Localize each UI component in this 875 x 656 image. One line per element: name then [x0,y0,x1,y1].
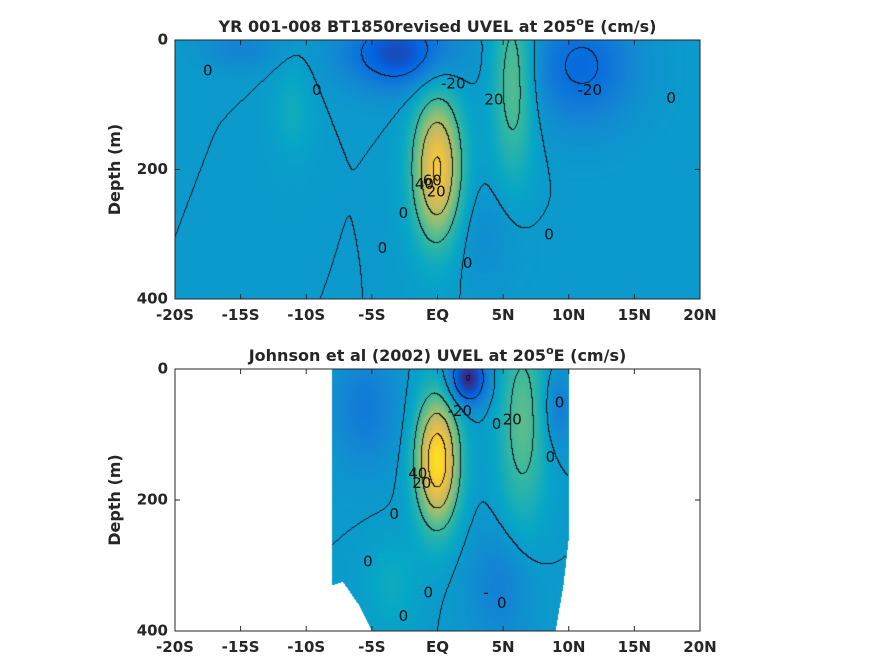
x-tick-label: 5N [492,306,515,324]
x-tick-label: EQ [426,306,449,324]
contour-label: 0 [203,62,213,80]
chart-title: Johnson et al (2002) UVEL at 205oE (cm/s… [248,344,627,365]
contour-label: 0 [492,415,502,433]
x-tick-label: 20N [683,306,716,324]
x-tick-label: 10N [552,638,585,656]
x-tick-label: -5S [358,638,385,656]
y-tick-label: 400 [137,622,168,640]
x-tick-label: -5S [358,306,385,324]
contour-label: -20 [441,75,466,93]
contour-label: - [483,584,488,602]
x-tick-label: -10S [287,306,325,324]
contour-label: 20 [427,183,446,201]
contour-label: -20 [578,81,603,99]
y-tick-label: 200 [137,491,168,509]
contour-label: -20 [448,402,473,420]
contour-label: 20 [503,411,522,429]
contour-label: 0 [463,254,473,272]
chart-title-end: E (cm/s) [584,17,657,36]
x-tick-label: -20S [156,306,194,324]
chart-title: YR 001-008 BT1850revised UVEL at 205oE (… [218,15,657,36]
contour-label: 0 [544,225,554,243]
contour-label: 0 [555,394,565,412]
x-tick-label: 5N [492,638,515,656]
contour-label: 0 [389,505,399,523]
contour-label: 60 [423,172,442,190]
x-tick-label: 20N [683,638,716,656]
y-tick-label: 0 [158,360,168,378]
contour-label: 40 [415,175,434,193]
chart-title-degree: o [546,344,554,357]
x-tick-label: 10N [552,306,585,324]
y-tick-label: 0 [158,31,168,49]
y-tick-label: 200 [137,160,168,178]
contour-label: 40 [408,464,427,482]
contour-label: 20 [484,91,503,109]
contour-label: 0 [363,553,373,571]
chart-title-main: Johnson et al (2002) UVEL at 205 [248,346,546,365]
chart-title-main: YR 001-008 BT1850revised UVEL at 205 [218,17,577,36]
contour-label: 0 [378,239,388,257]
contour-label: 20 [412,474,431,492]
contour-label: 0 [666,89,676,107]
contour-label: 0 [546,448,556,466]
y-axis-label: Depth (m) [105,454,124,546]
x-tick-label: EQ [426,638,449,656]
contour-label: 0 [399,204,409,222]
x-tick-label: 15N [618,306,651,324]
contour-label: 0 [312,81,322,99]
uvel-field-1 [175,40,700,299]
x-tick-label: 15N [618,638,651,656]
y-tick-label: 400 [137,290,168,308]
x-tick-label: -20S [156,638,194,656]
chart-title-degree: o [576,15,584,28]
x-tick-label: -15S [222,638,260,656]
y-axis-label: Depth (m) [105,124,124,216]
contour-label: 0 [497,594,507,612]
contour-label: 0 [424,584,434,602]
x-tick-label: -15S [222,306,260,324]
contour-label: 0 [399,607,409,625]
x-tick-label: -10S [287,638,325,656]
uvel-field-2 [175,369,700,631]
chart-title-end: E (cm/s) [554,346,627,365]
